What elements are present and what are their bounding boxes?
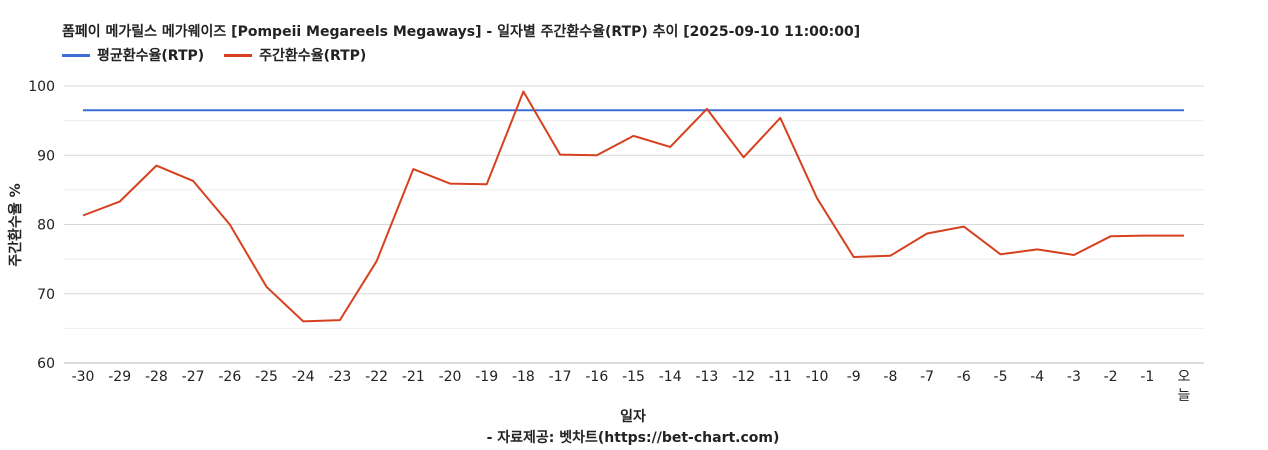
x-tick-label: -29 — [108, 369, 131, 385]
x-tick-label: -24 — [292, 369, 315, 385]
y-tick-label: 70 — [37, 287, 55, 303]
series-lines — [82, 90, 1184, 323]
x-axis-title: 일자 — [620, 409, 646, 425]
x-tick-label: -26 — [218, 369, 241, 385]
y-tick-label: 60 — [37, 356, 55, 372]
source-credit: - 자료제공: 벳차트(https://bet-chart.com) — [487, 429, 780, 446]
x-tick-label: -15 — [622, 369, 645, 385]
x-tick-label: -3 — [1067, 369, 1081, 385]
y-tick-label: 80 — [37, 218, 55, 234]
chart-title: 폼페이 메가릴스 메가웨이즈 [Pompeii Megareels Megawa… — [62, 24, 861, 40]
x-tick-label: -22 — [365, 369, 388, 385]
y-axis-ticks: 60 70 80 90 100 — [28, 79, 55, 372]
grid-lines — [64, 85, 1204, 364]
x-axis-ticks: -30 -29 -28 -27 -26 -25 -24 -23 -22 -21 -20 -19 -18-… — [72, 369, 1191, 404]
weekly-rtp-line[interactable] — [82, 90, 1184, 323]
x-tick-label: -28 — [145, 369, 168, 385]
x-tick-label: -13 — [695, 369, 718, 385]
x-tick-label: -25 — [255, 369, 278, 385]
legend-swatch-average — [62, 53, 90, 57]
x-tick-label: -14 — [659, 369, 682, 385]
x-tick-label: -4 — [1030, 369, 1044, 385]
x-tick-label: -1 — [1140, 369, 1154, 385]
x-tick-label: -17 — [549, 369, 572, 385]
x-tick-label: -23 — [328, 369, 351, 385]
y-tick-label: 100 — [28, 79, 55, 95]
x-tick-label: -6 — [957, 369, 971, 385]
x-tick-label: -5 — [994, 369, 1008, 385]
legend: 평균환수율(RTP) 주간환수율(RTP) — [62, 45, 386, 65]
legend-label-weekly: 주간환수율(RTP) — [259, 48, 367, 64]
x-tick-label: -18 — [512, 369, 535, 385]
x-tick-label: -16 — [585, 369, 608, 385]
x-tick-label: -20 — [439, 369, 462, 385]
legend-label-average: 평균환수율(RTP) — [97, 48, 205, 64]
legend-swatch-weekly — [224, 53, 253, 57]
x-tick-label: -7 — [920, 369, 934, 385]
x-tick-label: -8 — [883, 369, 897, 385]
x-tick-label: -11 — [769, 369, 792, 385]
x-tick-label: -21 — [402, 369, 425, 385]
x-tick-label: -30 — [72, 369, 95, 385]
x-tick-label: -10 — [806, 369, 829, 385]
y-tick-label: 90 — [37, 148, 55, 164]
x-tick-label: -9 — [847, 369, 861, 385]
x-tick-label: -27 — [182, 369, 205, 385]
x-tick-label: -19 — [475, 369, 498, 385]
y-axis-title: 주간환수율 % — [7, 183, 24, 266]
x-tick-label: -12 — [732, 369, 755, 385]
x-tick-label: -2 — [1104, 369, 1118, 385]
legend-item-weekly[interactable]: 주간환수율(RTP) — [224, 45, 366, 65]
legend-item-average[interactable]: 평균환수율(RTP) — [62, 45, 204, 65]
